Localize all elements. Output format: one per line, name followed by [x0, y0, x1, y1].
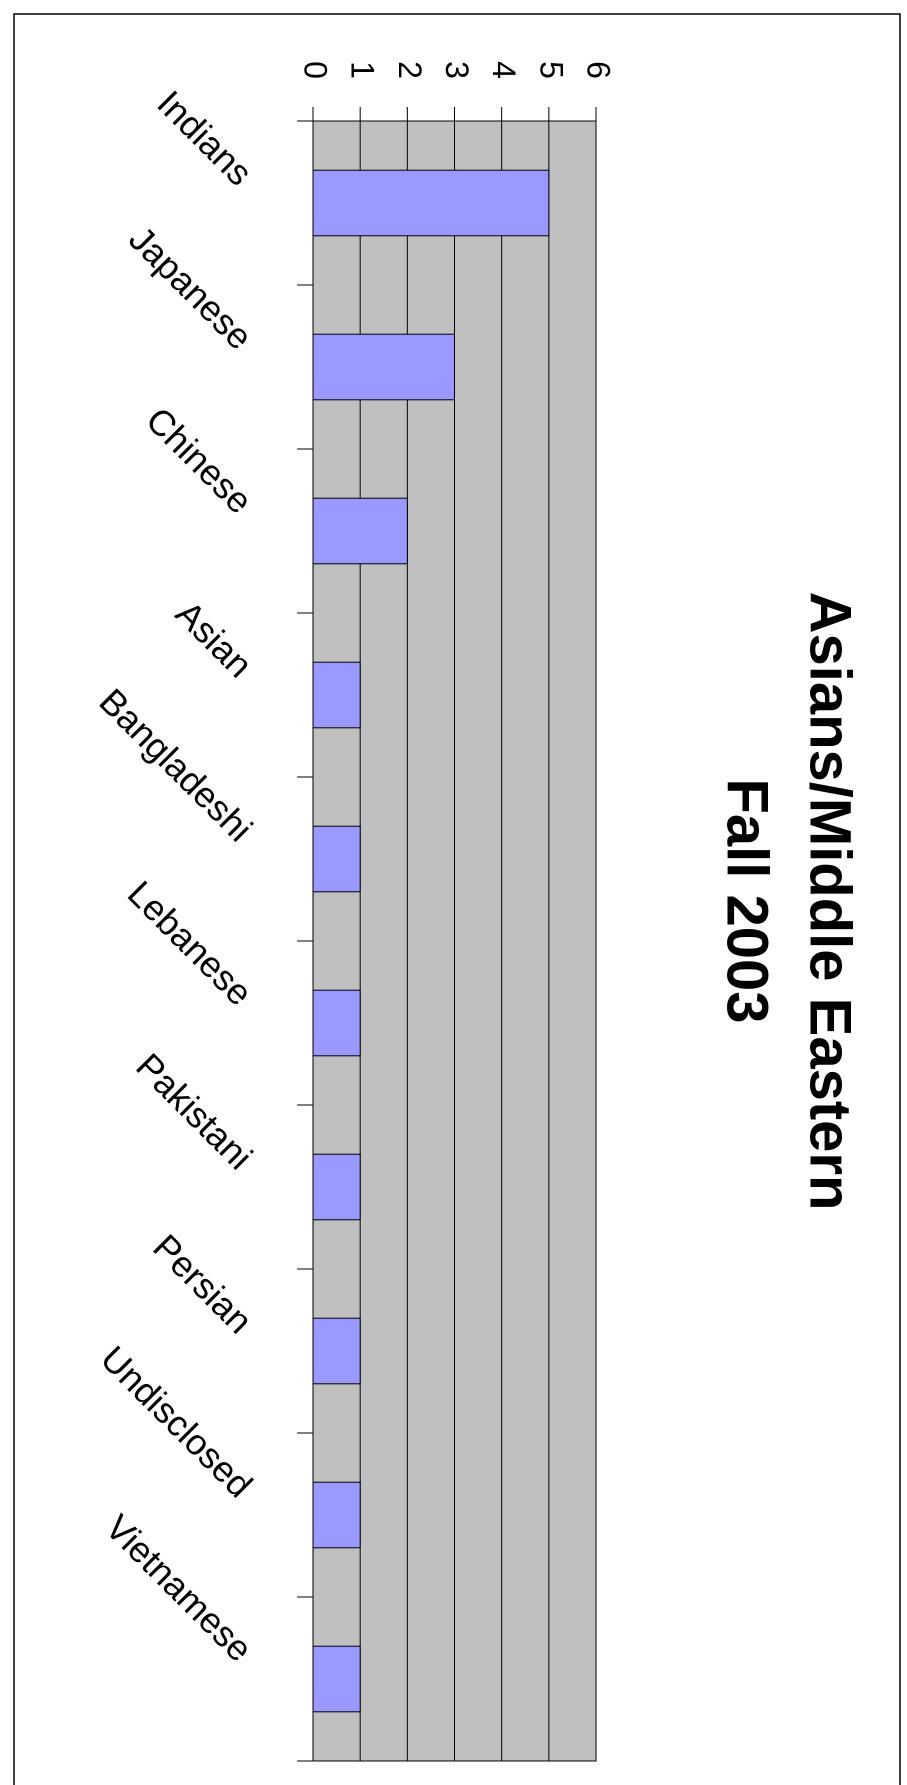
x-tick-label: 5	[533, 61, 569, 79]
bar	[312, 989, 361, 1057]
y-tick-label: Japanese	[121, 218, 260, 357]
x-tick-label: 1	[345, 61, 381, 79]
bar	[312, 1645, 361, 1713]
y-tick-label: Lebanese	[120, 873, 261, 1014]
x-tick-label: 6	[581, 61, 617, 79]
y-tick-label: Bangladeshi	[91, 680, 260, 849]
y-tick-label: Persian	[145, 1226, 260, 1341]
bar	[312, 1153, 361, 1221]
bar	[312, 169, 550, 237]
bar	[312, 825, 361, 893]
y-tick-label: Asian	[168, 593, 261, 686]
y-tick-label: Indians	[150, 82, 261, 193]
x-tick-label: 3	[439, 61, 475, 79]
y-tick-label: Vietnamese	[98, 1506, 261, 1669]
chart-title: Asians/Middle Eastern	[798, 592, 863, 1211]
y-tick-label: Pakistani	[128, 1045, 260, 1177]
bar	[312, 1317, 361, 1385]
chart-border	[13, 13, 901, 1785]
bar	[312, 333, 455, 401]
x-tick-label: 0	[298, 61, 334, 79]
y-tick-label: Undisclosed	[93, 1338, 261, 1506]
chart-subtitle: Fall 2003	[715, 778, 780, 1023]
x-tick-label: 2	[392, 61, 428, 79]
y-tick-label: Chinese	[138, 399, 260, 521]
bar	[312, 661, 361, 729]
bar	[312, 497, 408, 565]
x-tick-label: 4	[486, 61, 522, 79]
bar	[312, 1481, 361, 1549]
